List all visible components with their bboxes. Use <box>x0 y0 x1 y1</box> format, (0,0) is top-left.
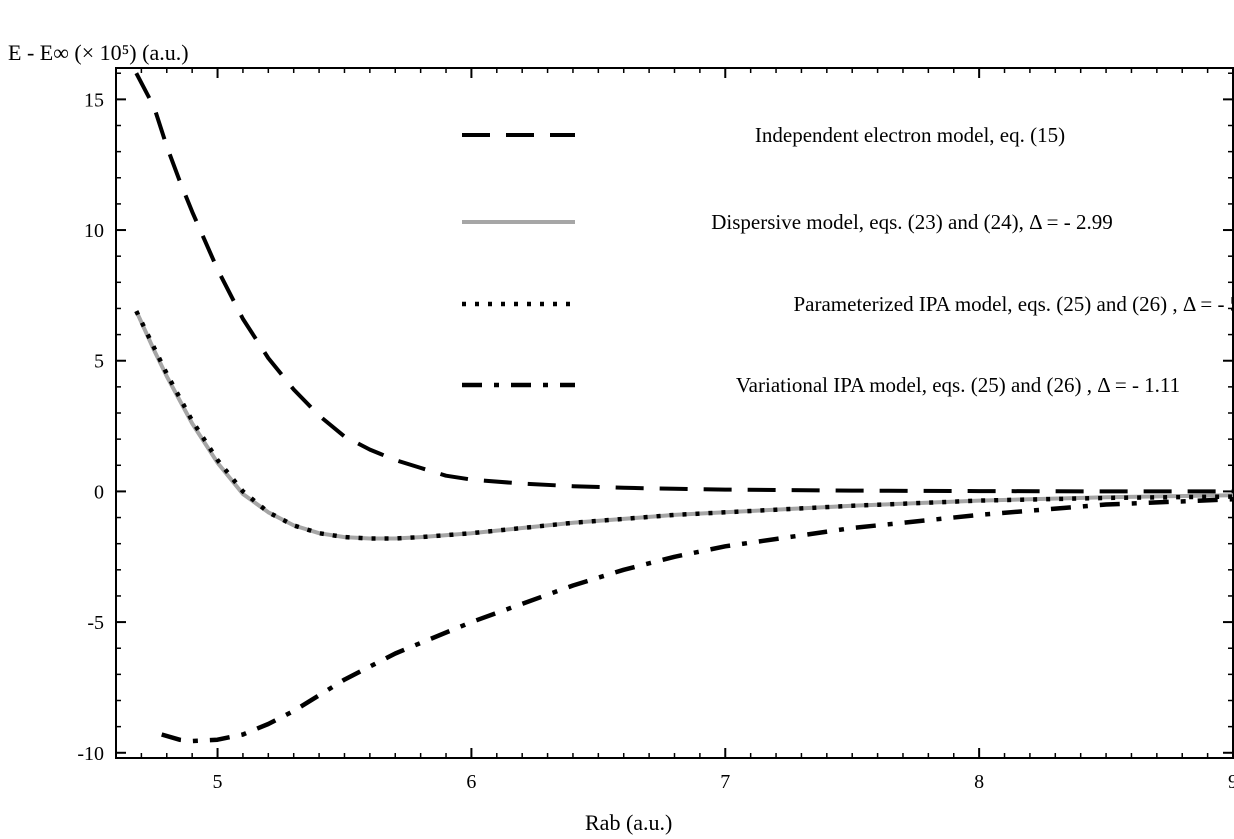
x-tick-label: 6 <box>466 771 476 793</box>
x-tick-label: 7 <box>720 771 730 793</box>
series-line-2 <box>134 310 1234 541</box>
x-tick-label: 8 <box>974 771 984 793</box>
y-tick-label: -5 <box>87 612 104 634</box>
series-line-1 <box>134 72 1233 494</box>
plot-frame <box>115 67 1234 759</box>
legend-label-4: Variational IPA model, eqs. (25) and (26… <box>736 373 1180 397</box>
y-tick-label: 5 <box>94 351 104 373</box>
legend: Independent electron model, eq. (15) Disp… <box>462 123 1234 397</box>
y-tick-label: -10 <box>77 743 104 765</box>
y-tick-label: 10 <box>84 220 104 242</box>
legend-label-1: Independent electron model, eq. (15) <box>755 123 1065 147</box>
x-tick-label: 9 <box>1228 771 1234 793</box>
y-tick-label: 15 <box>84 89 104 111</box>
x-axis-title: Rab (a.u.) <box>585 810 672 835</box>
y-tick-label: 0 <box>94 481 104 503</box>
x-axis: 5 6 7 8 9 <box>140 68 1234 793</box>
legend-label-2: Dispersive model, eqs. (23) and (24), Δ … <box>711 210 1113 234</box>
x-tick-label: 5 <box>213 771 223 793</box>
y-axis: -10 -5 0 5 10 15 <box>77 72 1233 765</box>
series-line-3 <box>134 310 1234 541</box>
y-axis-title: E - E∞ (× 10⁵) (a.u.) <box>8 40 189 65</box>
plot-lines <box>134 72 1234 744</box>
legend-label-3: Parameterized IPA model, eqs. (25) and (… <box>793 292 1234 316</box>
